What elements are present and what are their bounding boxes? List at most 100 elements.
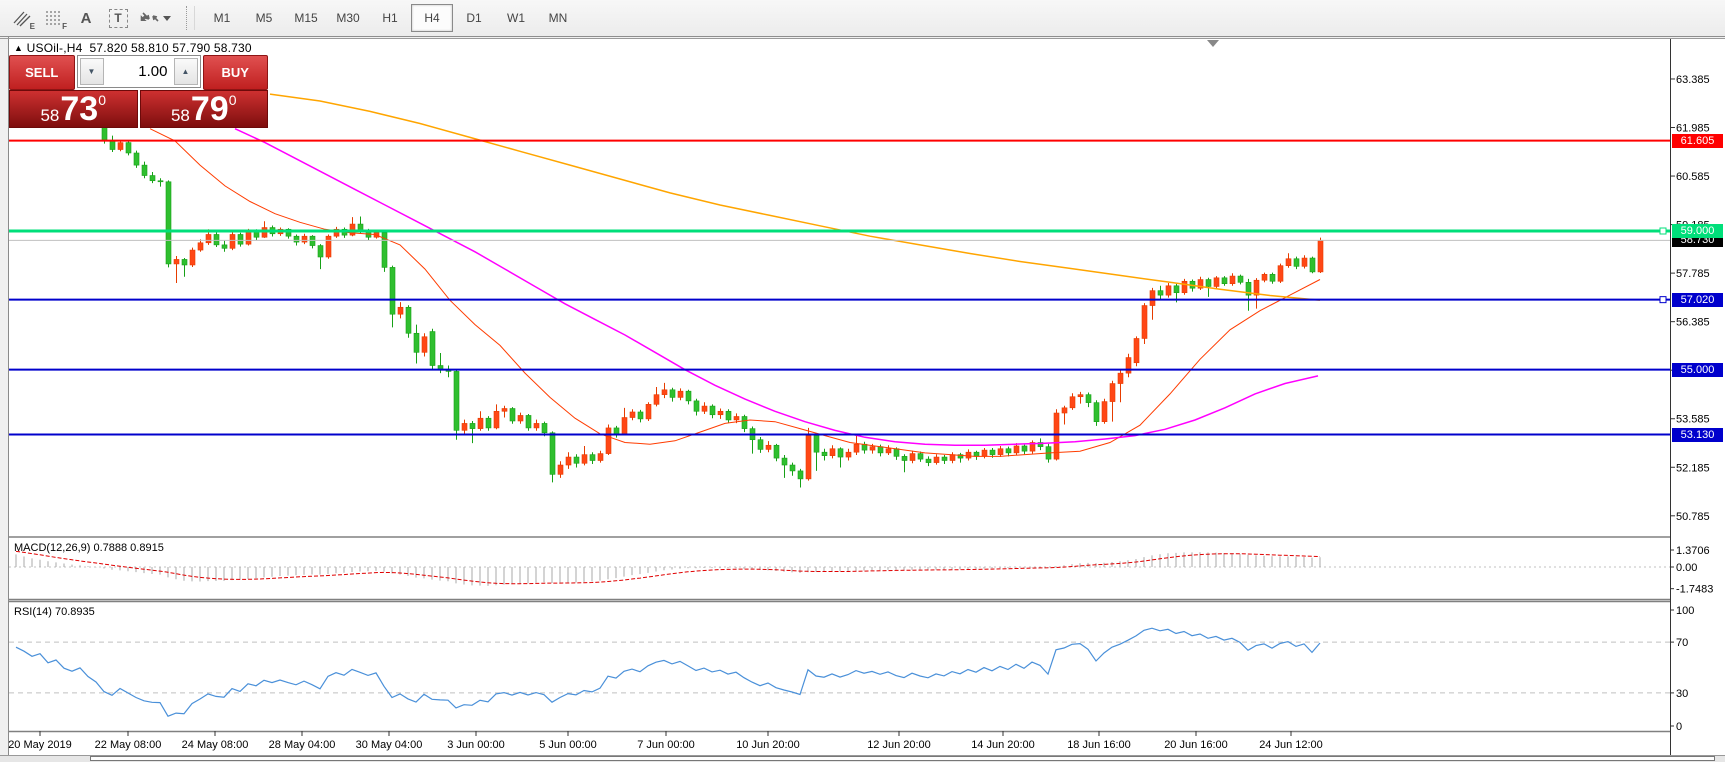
scrollbar-thumb[interactable] xyxy=(90,756,1715,761)
svg-text:57.785: 57.785 xyxy=(1676,268,1710,280)
candle-body xyxy=(1269,274,1276,282)
symbol-name: USOil-,H4 xyxy=(26,41,83,55)
candle-body xyxy=(325,235,332,258)
time-label: 20 May 2019 xyxy=(8,739,72,751)
candle-body xyxy=(581,454,588,464)
time-label: 30 May 04:00 xyxy=(356,739,423,751)
candle-body xyxy=(1221,277,1228,284)
candle-body xyxy=(429,331,436,366)
candle-body xyxy=(1061,407,1068,414)
candle-body xyxy=(117,142,124,150)
candle-body xyxy=(741,416,748,429)
timeframe-mn[interactable]: MN xyxy=(548,11,568,25)
timeframe-m30[interactable]: M30 xyxy=(336,11,360,25)
ma-fast-line xyxy=(149,128,1321,457)
candle-body xyxy=(949,454,956,461)
level-badge-61.605: 61.605 xyxy=(1672,133,1723,148)
candle-body xyxy=(645,404,652,420)
equidistant-channel-icon[interactable]: E xyxy=(6,5,38,32)
level-badge-55.000: 55.000 xyxy=(1672,362,1723,377)
candle-body xyxy=(669,389,676,398)
rsi-panel: 100 70 30 0 xyxy=(9,605,1694,733)
candle-body xyxy=(517,415,524,422)
collapse-arrow-icon[interactable]: ▲ xyxy=(14,43,24,53)
candle-body xyxy=(229,234,236,249)
candle-body xyxy=(845,451,852,458)
time-label: 24 May 08:00 xyxy=(182,739,249,751)
timeframe-m5[interactable]: M5 xyxy=(255,11,273,25)
candle-body xyxy=(1173,285,1180,294)
level-badge-59.000: 59.000 xyxy=(1672,224,1723,238)
candle-body xyxy=(941,456,948,461)
svg-text:-1.7483: -1.7483 xyxy=(1676,584,1713,596)
candle-body xyxy=(157,180,164,183)
candle-body xyxy=(813,435,820,453)
candle-body xyxy=(1021,445,1028,452)
candle-body xyxy=(597,453,604,461)
candle-body xyxy=(877,446,884,454)
volume-decrement-button[interactable]: ▼ xyxy=(79,58,104,85)
candle-body xyxy=(677,390,684,398)
buy-button[interactable]: BUY xyxy=(202,55,268,90)
timeframe-m15[interactable]: M15 xyxy=(294,11,318,25)
volume-increment-button[interactable]: ▲ xyxy=(173,58,198,85)
candle-body xyxy=(797,470,804,480)
sell-button[interactable]: SELL xyxy=(9,55,75,90)
candle-body xyxy=(685,390,692,402)
timeframe-m1[interactable]: M1 xyxy=(213,11,231,25)
candle-body xyxy=(1237,275,1244,283)
fibonacci-icon[interactable]: F xyxy=(38,5,70,32)
toolbar-separator xyxy=(186,6,195,30)
timeframe-h1[interactable]: H1 xyxy=(382,11,398,25)
moving-averages xyxy=(149,93,1321,457)
candle-body xyxy=(605,427,612,454)
ohlc-readout: 57.820 58.810 57.790 58.730 xyxy=(89,41,252,55)
candle-body xyxy=(557,464,564,475)
svg-text:1.3706: 1.3706 xyxy=(1676,545,1710,557)
candle-body xyxy=(165,181,172,265)
shift-marker-icon[interactable] xyxy=(1207,40,1219,47)
svg-text:50.785: 50.785 xyxy=(1676,511,1710,523)
candle-body xyxy=(1181,280,1188,294)
rsi-value: 70.8935 xyxy=(54,606,95,618)
candle-body xyxy=(1077,394,1084,398)
volume-input[interactable] xyxy=(105,56,172,87)
candle-body xyxy=(1301,257,1308,267)
macd-panel: 1.3706 0.00 -1.7483 xyxy=(9,545,1713,596)
candle-body xyxy=(709,405,716,416)
candle-body xyxy=(725,410,732,421)
buy-price-display[interactable]: 58 79 0 xyxy=(139,90,268,128)
candle-body xyxy=(285,228,292,237)
candle-body xyxy=(1141,305,1148,339)
level-badge-53.130: 53.130 xyxy=(1672,427,1723,442)
candle-body xyxy=(1277,265,1284,282)
candle-body xyxy=(317,245,324,258)
candle-body xyxy=(541,423,548,434)
time-label: 24 Jun 12:00 xyxy=(1259,739,1323,751)
rsi-line xyxy=(15,627,1321,717)
price-axis: 63.38561.98560.58559.18557.78556.38554.9… xyxy=(1670,74,1710,523)
text-label-icon[interactable]: T xyxy=(102,5,134,32)
candle-body xyxy=(1309,257,1316,273)
candle-body xyxy=(1117,372,1124,384)
candle-body xyxy=(181,259,188,266)
candle-body xyxy=(237,234,244,245)
candle-body xyxy=(957,454,964,459)
price-levels[interactable] xyxy=(9,139,1670,436)
candle-body xyxy=(965,451,972,459)
candle-body xyxy=(789,464,796,472)
ma-slow-line xyxy=(269,93,1321,302)
candle-body xyxy=(533,423,540,429)
sell-price-display[interactable]: 58 73 0 xyxy=(9,90,138,128)
candle-body xyxy=(893,448,900,457)
timeframe-h4[interactable]: H4 xyxy=(411,4,453,32)
timeframe-d1[interactable]: D1 xyxy=(466,11,482,25)
text-icon[interactable]: A xyxy=(80,9,92,27)
svg-text:0.00: 0.00 xyxy=(1676,562,1697,574)
arrows-icon[interactable] xyxy=(134,5,176,32)
candle-body xyxy=(413,332,420,353)
svg-text:60.585: 60.585 xyxy=(1676,171,1710,183)
candle-body xyxy=(397,306,404,315)
timeframe-w1[interactable]: W1 xyxy=(507,11,525,25)
